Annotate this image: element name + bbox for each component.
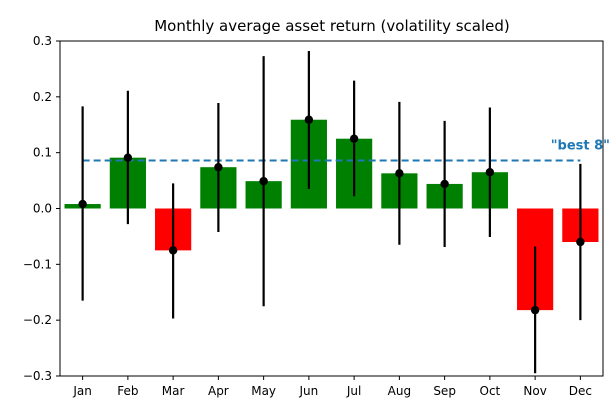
x-tick-label: Jan [72,384,92,398]
x-tick-label: Oct [480,384,501,398]
mean-marker-sep [440,179,449,189]
x-tick-label: Aug [388,384,411,398]
ticks-layer: −0.3 −0.2 −0.1 0.0 0.1 0.2 0.3 Jan Feb Mar Apr May J… [23,34,592,398]
mean-marker-jan [78,199,87,209]
x-tick-label: May [251,384,276,398]
chart-title: Monthly average asset return (volatility… [154,17,510,35]
x-tick-label: Nov [523,384,546,398]
mean-marker-jun [304,115,314,124]
y-tick-label: −0.3 [23,369,52,383]
x-tick-label: Feb [117,384,138,398]
x-tick-label: Jun [299,384,319,398]
x-tick-label: Mar [162,384,185,398]
y-tick-label: −0.2 [23,313,52,327]
mean-marker-dec [576,237,585,247]
mean-marker-mar [168,246,178,255]
mean-marker-jul [349,134,359,143]
y-tick-label: −0.1 [23,257,52,271]
reference-line-label: "best 8" [551,138,610,153]
x-tick-label: Sep [433,384,456,398]
y-tick-label: 0.0 [33,202,52,216]
reference-layer: "best 8" [82,138,610,162]
x-tick-label: Apr [208,384,229,398]
mean-marker-may [259,176,268,186]
mean-marker-feb [123,153,133,162]
y-tick-label: 0.2 [33,90,52,104]
y-tick-label: 0.1 [33,146,52,160]
x-tick-label: Jul [346,384,361,398]
mean-marker-aug [395,169,404,178]
mean-marker-nov [530,305,540,315]
mean-marker-apr [214,162,223,172]
errorbars-layer [78,51,585,374]
y-tick-label: 0.3 [33,34,52,48]
x-tick-label: Dec [569,384,592,398]
bars-layer [64,119,599,311]
mean-marker-oct [485,168,495,177]
